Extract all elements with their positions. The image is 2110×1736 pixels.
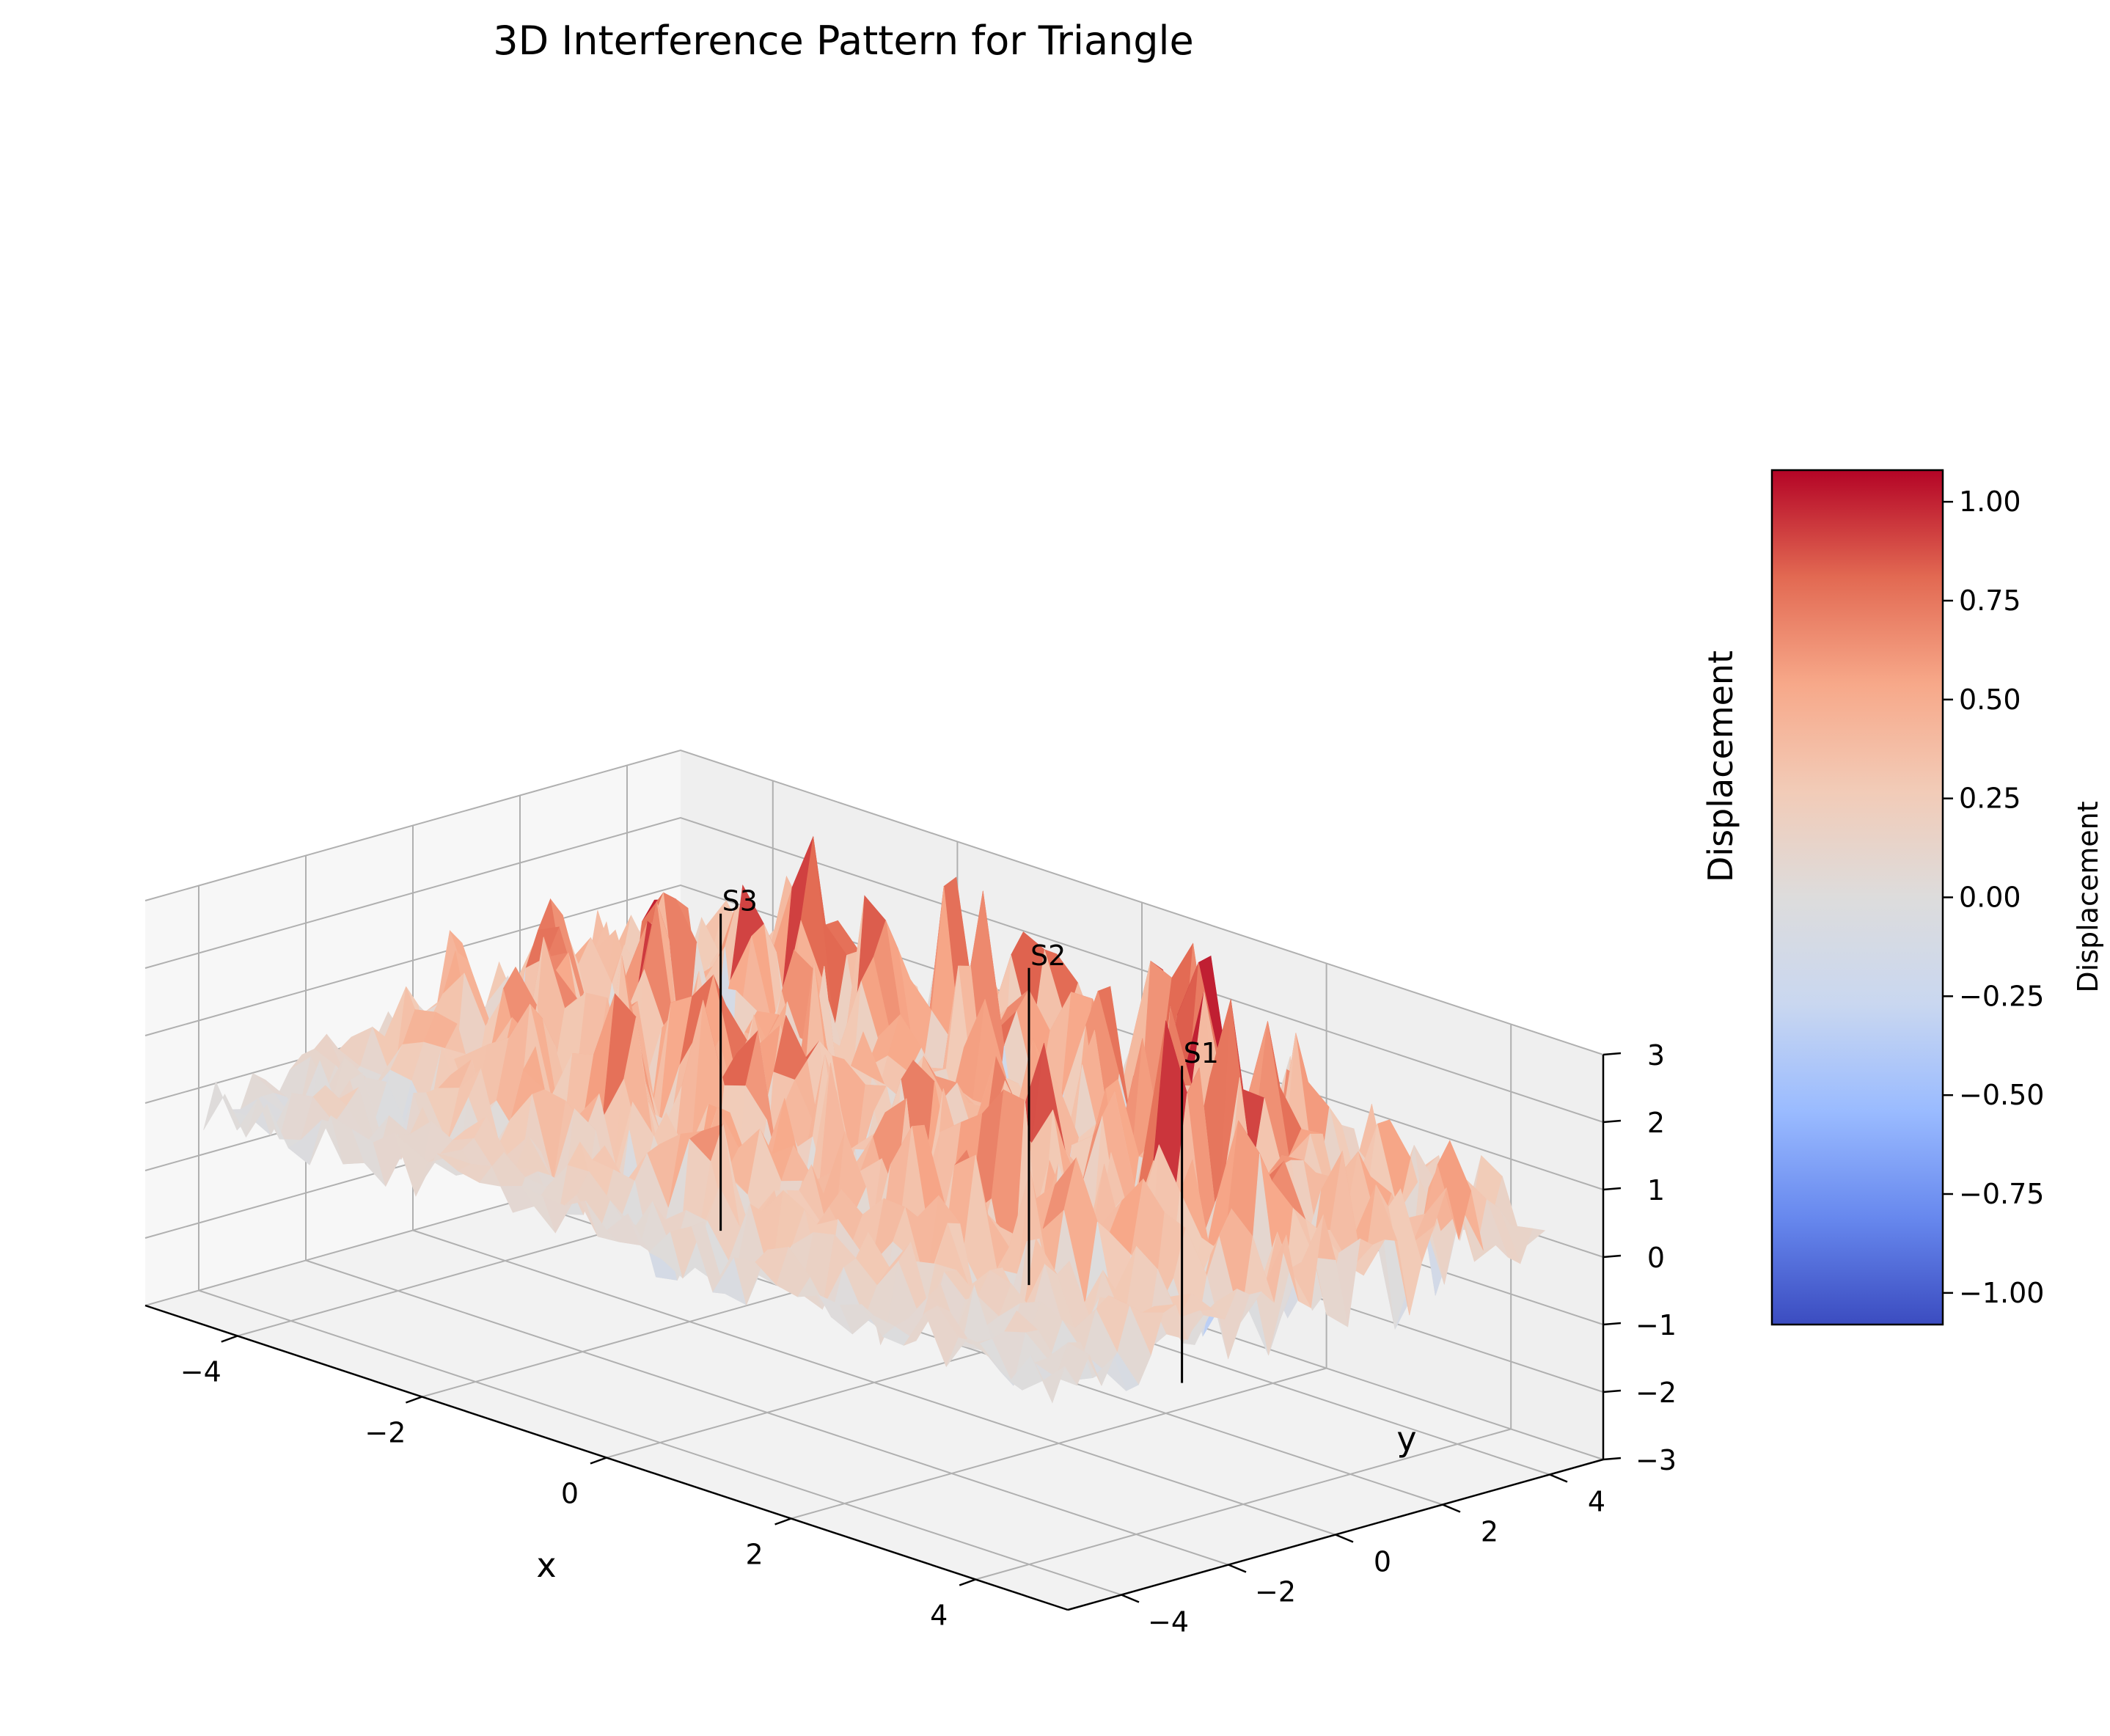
- x-tick-mark: [590, 1457, 607, 1465]
- colorbar-tick-label: 0.50: [1959, 684, 2021, 716]
- z-tick-label: 1: [1647, 1174, 1665, 1206]
- source-markers: S1 S2 S3: [719, 885, 1219, 1383]
- colorbar-tick-label: −0.50: [1959, 1079, 2044, 1111]
- grid-line: [144, 749, 1604, 1055]
- source-label: S3: [722, 885, 758, 918]
- y-axis-label: y: [1396, 1419, 1416, 1459]
- x-tick-mark: [405, 1396, 422, 1404]
- z-tick-mark: [1602, 1254, 1622, 1259]
- grid-line: [144, 816, 1604, 1123]
- grid-line: [791, 1367, 1327, 1520]
- y-tick-label: 4: [1588, 1486, 1605, 1518]
- x-tick-label: 2: [746, 1539, 763, 1571]
- chart-title: 3D Interference Pattern for Triangle: [493, 18, 1194, 64]
- y-tick-mark: [1121, 1594, 1140, 1603]
- colorbar-tick-label: −0.75: [1959, 1178, 2044, 1210]
- surface-patch: [1030, 1355, 1066, 1404]
- colorbar-ticks: −1.00 −0.75 −0.50 −0.25 0.00 0.25 0.50 0.75 1.00: [1943, 486, 2044, 1309]
- colorbar-tick-label: 0.00: [1959, 882, 2021, 914]
- source-label: S2: [1030, 940, 1066, 972]
- y-tick-label: 2: [1481, 1516, 1498, 1548]
- y-tick-mark: [1442, 1504, 1461, 1513]
- z-tick-mark: [1602, 1457, 1622, 1461]
- z-tick-mark: [1602, 1322, 1622, 1326]
- y-tick-mark: [1335, 1534, 1354, 1543]
- grid-line: [412, 1229, 1336, 1536]
- y-tick-label: 0: [1374, 1546, 1391, 1578]
- z-tick-label: −1: [1635, 1309, 1677, 1341]
- source-label: S1: [1184, 1037, 1219, 1069]
- tick-labels: −4 −2 0 2 4 −4 −2 0 2 4 −3 −2 −1 0 1 2 3: [180, 1039, 1677, 1638]
- z-tick-mark: [1602, 1052, 1622, 1056]
- x-tick-mark: [774, 1517, 792, 1526]
- x-axis-label: x: [536, 1545, 556, 1585]
- z-axis-label: Displacement: [1701, 651, 1740, 882]
- x-tick-label: −2: [365, 1417, 406, 1449]
- colorbar-tick-label: 0.25: [1959, 783, 2021, 815]
- y-tick-label: −4: [1148, 1606, 1189, 1638]
- y-tick-mark: [1228, 1564, 1247, 1573]
- x-tick-label: 4: [930, 1600, 948, 1632]
- colorbar-tick-label: 1.00: [1959, 486, 2021, 518]
- z-tick-label: 0: [1647, 1242, 1665, 1274]
- colorbar: −1.00 −0.75 −0.50 −0.25 0.00 0.25 0.50 0.75 1.00…: [1770, 469, 2104, 1326]
- x-tick-mark: [959, 1578, 976, 1586]
- x-tick-mark: [221, 1335, 238, 1343]
- z-tick-mark: [1602, 1119, 1622, 1124]
- colorbar-tick-label: 0.75: [1959, 585, 2021, 617]
- x-tick-label: 0: [561, 1478, 579, 1510]
- colorbar-tick-label: −1.00: [1959, 1277, 2044, 1309]
- y-tick-label: −2: [1255, 1576, 1296, 1608]
- z-tick-mark: [1602, 1187, 1622, 1191]
- y-tick-mark: [1549, 1473, 1568, 1483]
- z-tick-label: 3: [1647, 1039, 1665, 1072]
- x-tick-label: −4: [180, 1356, 221, 1388]
- z-tick-label: −3: [1635, 1444, 1677, 1476]
- z-tick-label: 2: [1647, 1107, 1665, 1139]
- colorbar-tick-label: −0.25: [1959, 980, 2044, 1012]
- z-tick-label: −2: [1635, 1377, 1677, 1409]
- z-tick-mark: [1602, 1389, 1622, 1393]
- colorbar-label: Displacement: [2072, 801, 2104, 992]
- grid-line: [975, 1428, 1512, 1581]
- surface-plot: [203, 835, 1546, 1404]
- colorbar-gradient: [1770, 469, 1944, 1326]
